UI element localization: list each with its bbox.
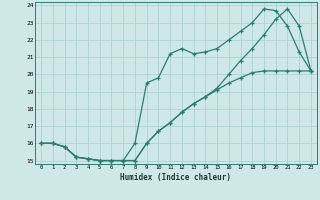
X-axis label: Humidex (Indice chaleur): Humidex (Indice chaleur) [121, 173, 231, 182]
